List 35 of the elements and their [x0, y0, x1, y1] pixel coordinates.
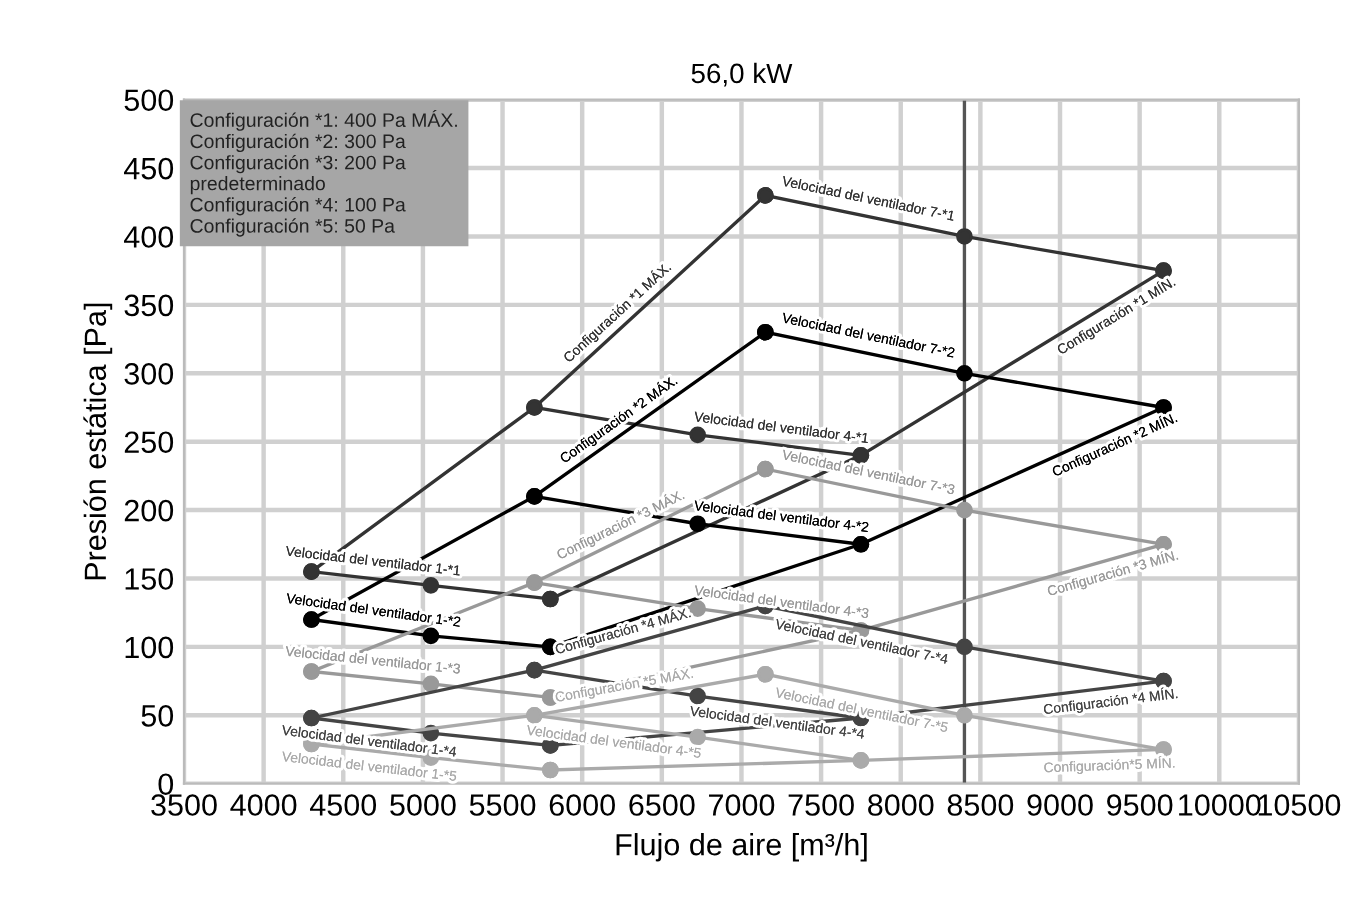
x-axis-title: Flujo de aire [m³/h] — [616, 833, 867, 862]
chart-title: 56,0 kW — [691, 62, 793, 87]
y-tick-label: 350 — [124, 294, 174, 317]
x-tick-label: 4000 — [230, 794, 297, 816]
x-tick-label: 8500 — [947, 794, 1014, 816]
y-tick-label: 450 — [124, 157, 174, 180]
x-tick-label: 7000 — [709, 794, 775, 816]
x-tick-label: 5500 — [469, 794, 536, 816]
x-tick-label: 10000 — [1179, 794, 1261, 816]
annotation: Configuración *3: 200 Pa — [190, 154, 406, 174]
x-tick-label: 5000 — [390, 794, 456, 816]
y-tick-label: 0 — [158, 773, 174, 796]
y-axis-title: Presión estática [Pa] — [83, 303, 113, 580]
y-tick-label: 100 — [125, 636, 174, 659]
y-tick-label: 50 — [141, 705, 174, 727]
y-tick-label: 150 — [125, 568, 174, 590]
x-tick-label: 7500 — [788, 794, 854, 816]
x-tick-label: 3500 — [151, 794, 217, 816]
x-tick-label: 9000 — [1027, 794, 1093, 816]
x-tick-label: 9500 — [1107, 794, 1173, 816]
y-tick-label: 300 — [124, 363, 174, 385]
x-tick-label: 10500 — [1258, 794, 1341, 816]
y-tick-label: 400 — [124, 226, 174, 248]
x-tick-label: 6500 — [629, 794, 695, 816]
annotation: Configuración *1: 400 Pa MÁX. — [190, 109, 457, 131]
x-tick-label: 6000 — [549, 794, 615, 816]
x-tick-label: 8000 — [868, 794, 934, 816]
x-tick-label: 4500 — [309, 794, 377, 816]
y-tick-label: 250 — [124, 431, 174, 454]
annotation: Configuración *2: 300 Pa — [190, 133, 406, 153]
annotation: Configuración *4: 100 Pa — [190, 197, 406, 216]
annotation: predeterminado — [190, 176, 325, 195]
y-tick-label: 200 — [124, 499, 174, 522]
annotation: Configuración *5: 50 Pa — [190, 218, 395, 237]
y-tick-label: 500 — [124, 89, 174, 112]
